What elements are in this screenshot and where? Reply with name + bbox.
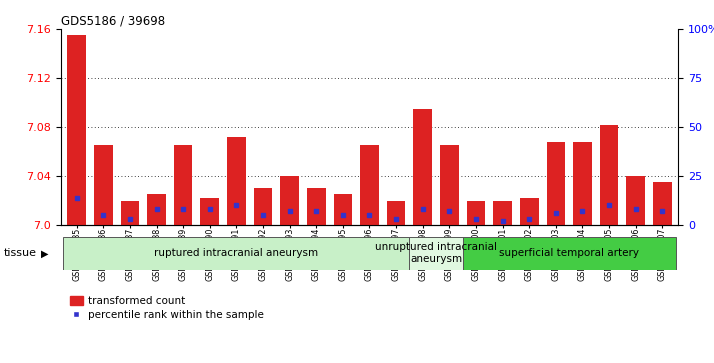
Bar bbox=[227, 137, 246, 225]
Bar bbox=[600, 125, 618, 225]
Bar bbox=[440, 146, 458, 225]
Bar bbox=[67, 35, 86, 225]
Legend: transformed count, percentile rank within the sample: transformed count, percentile rank withi… bbox=[66, 292, 268, 325]
Bar bbox=[360, 146, 379, 225]
Bar bbox=[281, 176, 299, 225]
Text: ruptured intracranial aneurysm: ruptured intracranial aneurysm bbox=[154, 248, 318, 258]
Bar bbox=[307, 188, 326, 225]
Text: ▶: ▶ bbox=[41, 248, 49, 258]
Bar bbox=[253, 188, 272, 225]
Bar bbox=[467, 201, 486, 225]
Bar bbox=[463, 237, 675, 270]
Bar bbox=[147, 195, 166, 225]
Bar bbox=[409, 237, 463, 270]
Bar bbox=[520, 198, 538, 225]
Bar bbox=[64, 237, 409, 270]
Bar bbox=[626, 176, 645, 225]
Text: superficial temporal artery: superficial temporal artery bbox=[499, 248, 639, 258]
Bar bbox=[201, 198, 219, 225]
Bar bbox=[387, 201, 406, 225]
Bar bbox=[573, 142, 592, 225]
Bar bbox=[546, 142, 565, 225]
Bar bbox=[333, 195, 352, 225]
Bar bbox=[653, 182, 672, 225]
Text: unruptured intracranial
aneurysm: unruptured intracranial aneurysm bbox=[375, 242, 497, 264]
Text: GDS5186 / 39698: GDS5186 / 39698 bbox=[61, 15, 165, 28]
Bar bbox=[413, 109, 432, 225]
Bar bbox=[121, 201, 139, 225]
Bar bbox=[493, 201, 512, 225]
Bar bbox=[174, 146, 193, 225]
Bar bbox=[94, 146, 113, 225]
Text: tissue: tissue bbox=[4, 248, 36, 258]
